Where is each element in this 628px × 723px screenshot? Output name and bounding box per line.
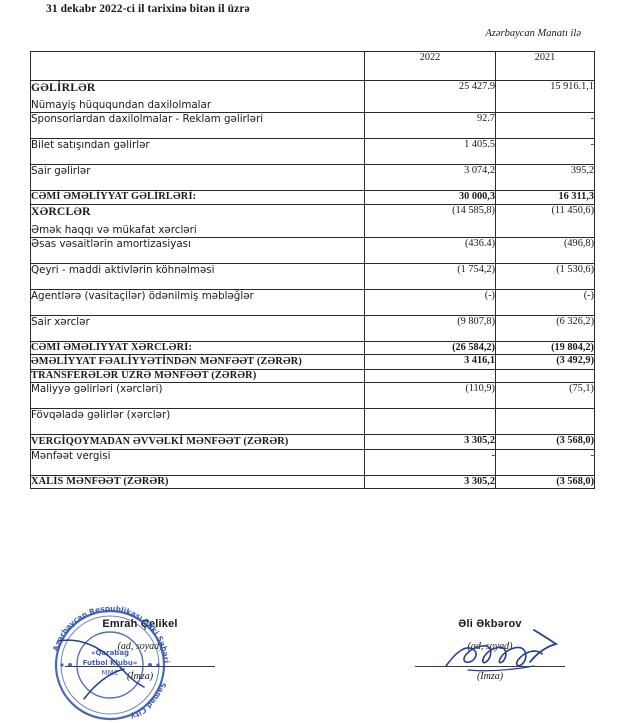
signer-name-right: Əli Əkbərov xyxy=(458,618,522,630)
cell-value-2022: (1 754,2) xyxy=(364,262,496,290)
table-row: Fövqəladə gəlirlər (xərclər) xyxy=(30,408,595,436)
cell-value-2022: 3 416,1 xyxy=(364,354,496,370)
column-header-2021: 2021 xyxy=(495,51,595,81)
table-row: GƏLİRLƏR Nümayiş hüququndan daxilolmalar 2… xyxy=(30,79,595,114)
cell-value-2022: 92.7 xyxy=(364,112,496,140)
cell-value-2021: (3 568,0) xyxy=(495,434,595,450)
table-header-row: 2022 2021 xyxy=(30,51,595,81)
table-row: Agentlərə (vasitaçilər) ödənilmiş məbləğ… xyxy=(30,288,595,316)
row-label: CƏMİ ƏMƏLİYYAT XƏRCLƏRİ: xyxy=(30,340,365,356)
cell-value-2021: (1 530,6) xyxy=(495,262,595,290)
cell-value-2021: (3 492,9) xyxy=(495,354,595,370)
row-label: Maliyyə gəlirləri (xərcləri) xyxy=(30,382,365,410)
cell-value-2022: - xyxy=(364,448,496,476)
table-row: CƏMİ ƏMƏLİYYAT GƏLİRLƏRİ: 30 000,3 16 311,… xyxy=(30,190,595,206)
table-row: ƏMƏLİYYAT FƏALİYYƏTİNDƏN MƏNFƏƏT (ZƏRƏR)… xyxy=(30,354,595,370)
table-row: XALİS MƏNFƏƏT (ZƏRƏR) 3 305,2 (3 568,0) xyxy=(30,474,595,490)
signature-caption-right: (İmza) xyxy=(476,671,504,682)
cell-value-2022: (110,9) xyxy=(364,382,496,410)
cell-value-2022: 1 405.5 xyxy=(364,138,496,166)
cell-value-2021: (6 326,2) xyxy=(495,314,595,342)
row-label: Qeyri - maddi aktivlərin köhnəlməsi xyxy=(30,262,365,290)
cell-value-2021: (-) xyxy=(495,288,595,316)
cell-value-2022: 30 000,3 xyxy=(364,190,496,206)
row-label: XƏRCLƏR Əmək haqqı və mükafat xərcləri xyxy=(30,204,365,238)
cell-value-2021: - xyxy=(495,112,595,140)
cell-value-2022: 3 305,2 xyxy=(364,474,496,490)
row-label: XALİS MƏNFƏƏT (ZƏRƏR) xyxy=(30,474,365,490)
row-label: Bilet satışından gəlirlər xyxy=(30,138,365,166)
table-row: Mənfəət vergisi - - xyxy=(30,448,595,476)
cell-value-2021: 395,2 xyxy=(495,164,595,192)
column-header-2022: 2022 xyxy=(364,51,496,81)
row-label: Mənfəət vergisi xyxy=(30,448,365,476)
cell-value-2021: (11 450,6) xyxy=(495,204,595,238)
table-row: Sair gəlirlər 3 074,2 395,2 xyxy=(30,164,595,192)
table-row: CƏMİ ƏMƏLİYYAT XƏRCLƏRİ: (26 584,2) (19 80… xyxy=(30,340,595,356)
cell-value-2022 xyxy=(364,408,496,436)
table-row: Əsas vəsaitlərin amortizasiyası (436.4) (4… xyxy=(30,236,595,264)
table-header: 2022 2021 xyxy=(30,51,595,81)
cell-value-2021: (19 804,2) xyxy=(495,340,595,356)
row-label: Sair gəlirlər xyxy=(30,164,365,192)
table-row: VERGİQOYMADAN ƏVVƏLKİ MƏNFƏƏT (ZƏRƏR) 3 3… xyxy=(30,434,595,450)
section-heading: GƏLİRLƏR xyxy=(31,81,96,94)
cell-value-2022: (436.4) xyxy=(364,236,496,264)
table-row: XƏRCLƏR Əmək haqqı və mükafat xərcləri (14… xyxy=(30,204,595,238)
row-label: ƏMƏLİYYAT FƏALİYYƏTİNDƏN MƏNFƏƏT (ZƏRƏR) xyxy=(30,354,365,370)
signature-line-left xyxy=(65,666,215,667)
signature-area: Emrah Çelikel (ad, soyad) (İmza) Əli Əkb… xyxy=(0,600,628,700)
signer-name-left: Emrah Çelikel xyxy=(102,618,178,630)
cell-value-2021: 16 311,3 xyxy=(495,190,595,206)
row-label: Sair xərclər xyxy=(30,314,365,342)
signer-name-caption-left: (ad, soyad) xyxy=(117,641,163,652)
page-title: 31 dekabr 2022-ci il tarixinə bitən il ü… xyxy=(46,3,250,15)
row-label: TRANSFERƏLƏR ÜZRƏ MƏNFƏƏT (ZƏRƏR) xyxy=(30,368,365,384)
signature-block-right: Əli Əkbərov (ad, soyad) (İmza) xyxy=(385,600,595,682)
row-label: CƏMİ ƏMƏLİYYAT GƏLİRLƏRİ: xyxy=(30,190,365,206)
row-label: GƏLİRLƏR Nümayiş hüququndan daxilolmalar xyxy=(30,79,365,114)
table-row: Bilet satışından gəlirlər 1 405.5- xyxy=(30,138,595,166)
signature-caption-left: (İmza) xyxy=(126,671,154,682)
cell-value-2021: 15 916.1,1 xyxy=(495,79,595,114)
cell-value-2022 xyxy=(364,368,496,384)
cell-value-2022: 3 305,2 xyxy=(364,434,496,450)
cell-value-2021: - xyxy=(495,138,595,166)
cell-value-2021: (3 568,0) xyxy=(495,474,595,490)
table-row: TRANSFERƏLƏR ÜZRƏ MƏNFƏƏT (ZƏRƏR) xyxy=(30,368,595,384)
cell-value-2022: (9 807,8) xyxy=(364,314,496,342)
income-statement-table: 2022 2021 GƏLİRLƏR Nümayiş hüququndan dax… xyxy=(30,51,595,490)
table-row: Maliyyə gəlirləri (xərcləri) (110,9) (75,1… xyxy=(30,382,595,410)
currency-note: Azərbaycan Manatı ilə xyxy=(485,28,581,39)
signature-line-right xyxy=(415,666,565,667)
row-label-text: Əmək haqqı və mükafat xərcləri xyxy=(31,223,197,236)
cell-value-2022: (-) xyxy=(364,288,496,316)
table-row: Sponsorlardan daxilolmalar - Reklam gəli… xyxy=(30,112,595,140)
cell-value-2021 xyxy=(495,408,595,436)
cell-value-2021: (75,1) xyxy=(495,382,595,410)
table-row: Qeyri - maddi aktivlərin köhnəlməsi (1 75… xyxy=(30,262,595,290)
row-label: Agentlərə (vasitaçilər) ödənilmiş məbləğ… xyxy=(30,288,365,316)
cell-value-2021: - xyxy=(495,448,595,476)
row-label-text: Nümayiş hüququndan daxilolmalar xyxy=(31,99,212,112)
table-body: GƏLİRLƏR Nümayiş hüququndan daxilolmalar 2… xyxy=(30,79,595,490)
cell-value-2021 xyxy=(495,368,595,384)
row-label: VERGİQOYMADAN ƏVVƏLKİ MƏNFƏƏT (ZƏRƏR) xyxy=(30,434,365,450)
cell-value-2022: (26 584,2) xyxy=(364,340,496,356)
table-row: Sair xərclər (9 807,8) (6 326,2) xyxy=(30,314,595,342)
row-label: Əsas vəsaitlərin amortizasiyası xyxy=(30,236,365,264)
section-heading: XƏRCLƏR xyxy=(31,205,91,219)
signer-name-caption-right: (ad, soyad) xyxy=(467,641,513,652)
cell-value-2022: 3 074,2 xyxy=(364,164,496,192)
row-label: Fövqəladə gəlirlər (xərclər) xyxy=(30,408,365,436)
cell-value-2022: (14 585,8) xyxy=(364,204,496,238)
cell-value-2022: 25 427.9 xyxy=(364,79,496,114)
column-header-label xyxy=(30,51,365,81)
row-label: Sponsorlardan daxilolmalar - Reklam gəli… xyxy=(30,112,365,140)
signature-block-left: Emrah Çelikel (ad, soyad) (İmza) xyxy=(35,600,245,682)
cell-value-2021: (496,8) xyxy=(495,236,595,264)
